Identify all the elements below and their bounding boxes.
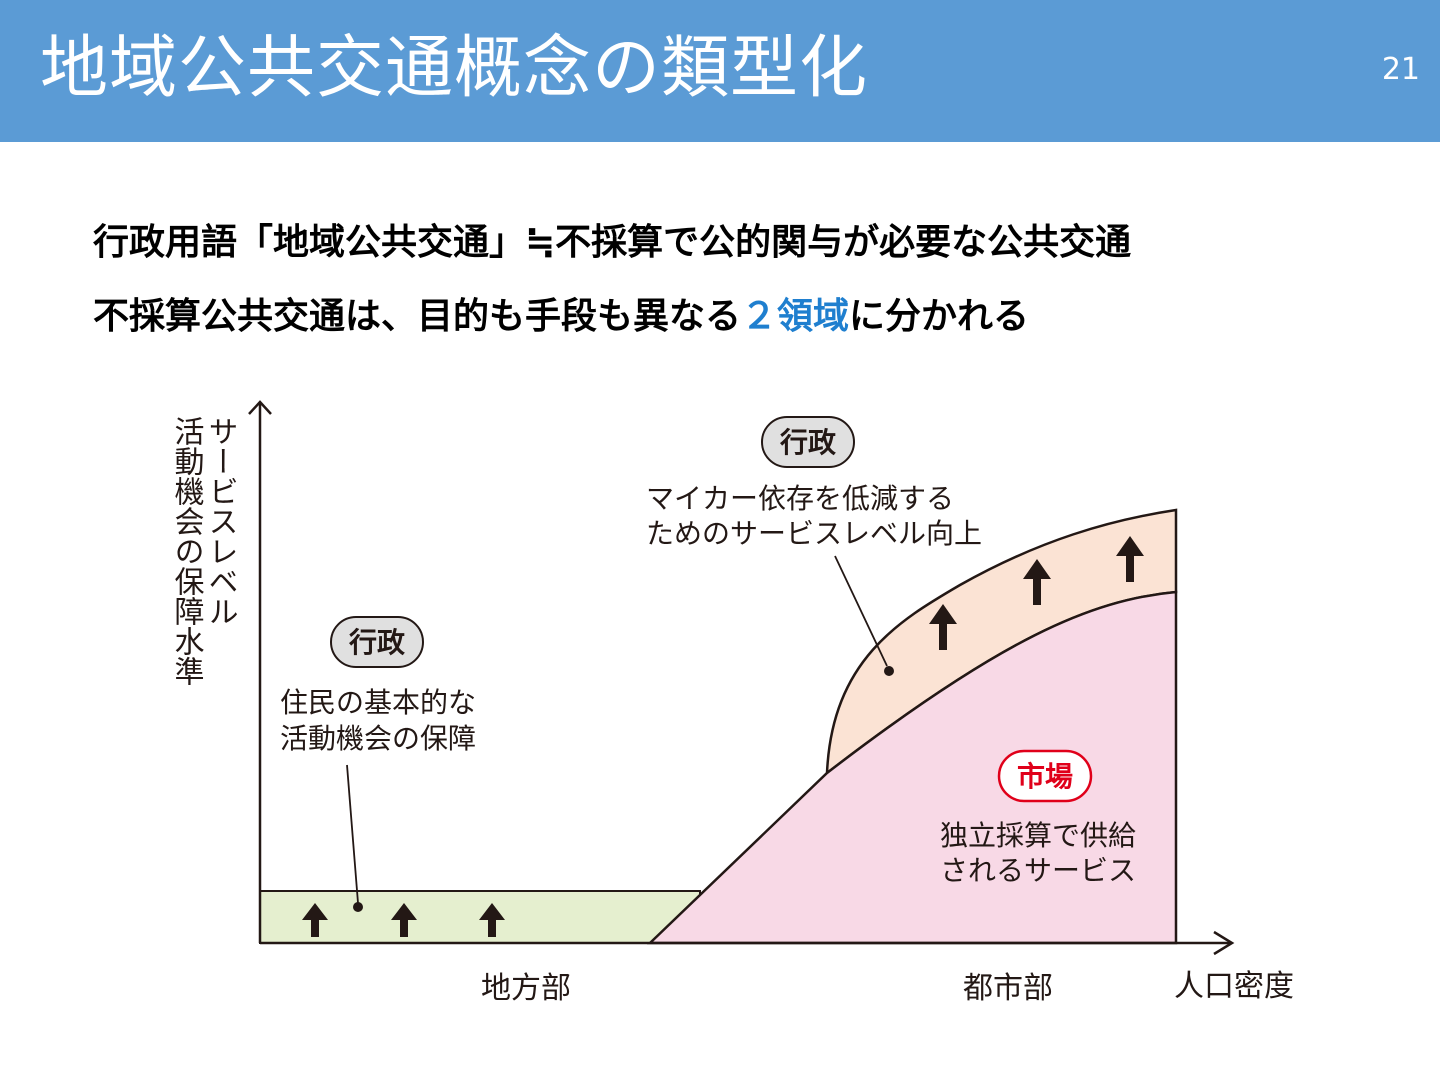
subtitle-line-2-highlight: ２領域 [741,296,850,337]
x-tick-rural: 地方部 [481,971,571,1006]
leader-line-left [346,764,359,904]
gov-right-text-line1: マイカー依存を低減する [646,482,954,515]
y-axis-label-activity-opportunity: 活動機会の保障水準 [169,416,205,686]
gov-pill-left-label: 行政 [348,626,405,659]
up-arrow-icon [391,903,417,937]
market-area [646,590,1178,945]
x-axis-arrowhead [1213,930,1235,956]
market-pill-label: 市場 [1017,760,1073,793]
subtitle-line-2: 不採算公共交通は、目的も手段も異なる２領域に分かれる [93,287,1029,339]
up-arrow-icon [1116,536,1144,582]
gov-callout-right: 行政 マイカー依存を低減する ためのサービスレベル向上 [646,416,982,676]
up-arrow-icon [302,903,328,937]
market-text-line2: されるサービス [940,854,1136,887]
y-axis-label-service-level: サービスレベル [203,416,238,626]
rural-up-arrows [302,903,505,937]
x-tick-urban: 都市部 [963,971,1053,1006]
up-arrow-icon [1023,559,1051,605]
up-arrow-icon [929,604,957,650]
subtitle-line-2-after: に分かれる [849,296,1030,337]
header-bar: 地域公共交通概念の類型化 21 [0,0,1440,142]
x-axis-label-population-density: 人口密度 [1174,969,1294,1004]
urban-up-arrows [929,536,1144,650]
subtitle-line-1: 行政用語「地域公共交通」≒不採算で公的関与が必要な公共交通 [93,222,1132,263]
market-pill [997,749,1093,803]
gov-pill-right [761,416,855,468]
leader-line-right [834,555,888,667]
gov-pill-right-label: 行政 [779,426,836,459]
leader-dot-left [353,902,363,912]
market-text-line1: 独立採算で供給 [940,819,1136,852]
gov-left-text-line2: 活動機会の保障 [280,722,476,755]
market-callout: 市場 独立採算で供給 されるサービス [940,749,1136,887]
y-axis-arrowhead [248,400,272,415]
up-arrow-icon [479,903,505,937]
gov-callout-left: 行政 住民の基本的な 活動機会の保障 [280,616,476,912]
rural-service-band [259,890,701,944]
gov-right-text-line2: ためのサービスレベル向上 [646,517,982,550]
page-number: 21 [1381,52,1420,87]
gov-left-text-line1: 住民の基本的な [280,686,476,719]
page-title: 地域公共交通概念の類型化 [40,29,869,108]
leader-dot-right [884,666,894,676]
subtitle-line-2-before: 不採算公共交通は、目的も手段も異なる [93,296,742,337]
gov-pill-left [330,616,424,668]
